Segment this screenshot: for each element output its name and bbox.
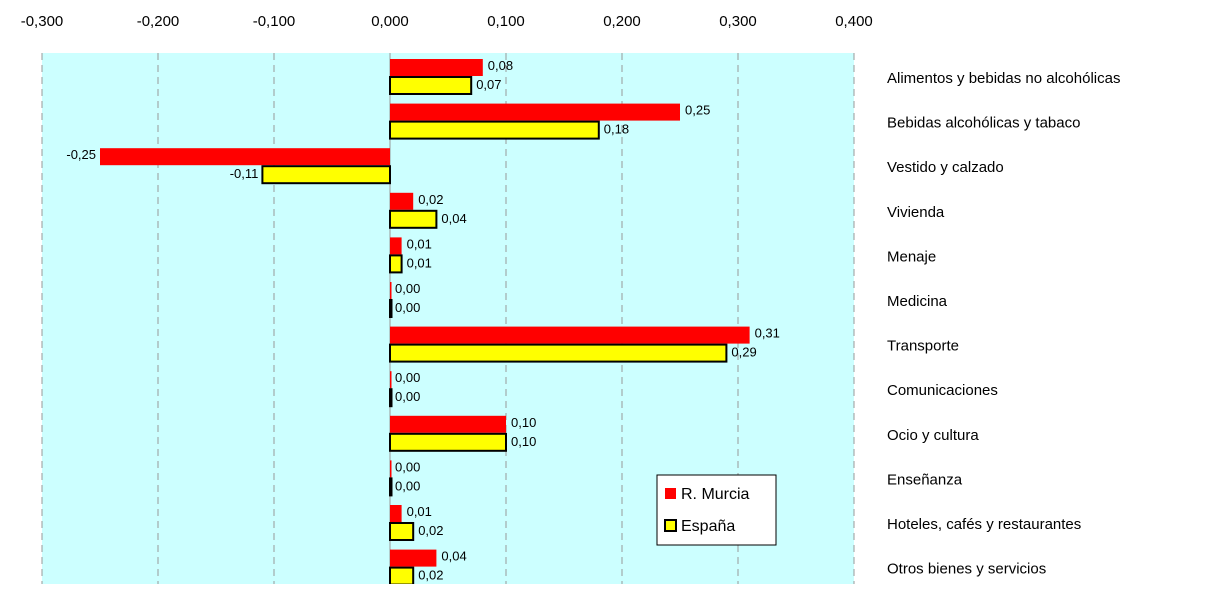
legend-label-espana: España [681,518,735,535]
bar-espana [389,299,393,318]
data-label: -0,25 [66,147,96,162]
data-label: 0,08 [488,58,513,73]
bar-r-murcia [390,237,402,255]
category-label: Enseñanza [887,471,963,488]
data-label: 0,00 [395,478,420,493]
data-label: 0,01 [407,236,432,251]
data-label: 0,02 [418,568,443,583]
data-label: 0,00 [395,281,420,296]
legend-box [656,474,777,546]
bar-espana [389,432,507,452]
bar-espana [389,343,728,363]
bar-r-murcia [390,460,392,478]
x-tick-label: -0,200 [137,13,180,30]
data-label: 0,00 [395,370,420,385]
bar-r-murcia [390,505,402,522]
category-label: Bebidas alcohólicas y tabaco [887,115,1080,132]
category-label: Hoteles, cafés y restaurantes [887,516,1081,533]
data-label: 0,00 [395,300,420,315]
bar-r-murcia [390,192,414,210]
bar-espana [261,165,391,185]
data-label: 0,07 [476,77,501,92]
category-label: Vivienda [887,204,945,221]
data-label: 0,25 [685,103,710,118]
category-label: Transporte [887,338,959,355]
category-label: Vestido y calzado [887,159,1004,176]
bar-espana [389,120,600,140]
x-tick-label: 0,100 [487,13,525,30]
x-tick-label: -0,300 [21,13,64,30]
x-tick-label: -0,100 [253,13,296,30]
data-label: 0,01 [407,504,432,519]
bar-espana [389,76,473,95]
data-label: -0,11 [230,166,259,181]
data-label: 0,01 [407,255,432,270]
category-label: Medicina [887,293,948,310]
bar-espana [389,566,415,586]
legend-label-r-murcia: R. Murcia [681,486,750,503]
bar-espana [389,254,403,274]
category-label: Alimentos y bebidas no alcohólicas [887,70,1120,87]
legend-swatch-espana [664,519,677,532]
bar-espana [389,477,393,497]
bar-r-murcia [390,59,483,76]
category-label: Menaje [887,248,936,265]
data-label: 0,02 [418,523,443,538]
bar-r-murcia [100,148,390,166]
data-label: 0,31 [755,326,780,341]
x-tick-label: 0,000 [371,13,409,30]
bar-r-murcia [390,326,750,344]
x-tick-label: 0,200 [603,13,641,30]
data-label: 0,02 [418,192,443,207]
data-label: 0,10 [511,415,536,430]
bar-espana [389,209,438,229]
category-label: Ocio y cultura [887,427,979,444]
bar-r-murcia [390,415,506,433]
data-label: 0,00 [395,389,420,404]
x-tick-label: 0,400 [835,13,873,30]
data-label: 0,00 [395,459,420,474]
category-label: Otros bienes y servicios [887,561,1046,578]
category-label: Comunicaciones [887,382,998,399]
data-label: 0,18 [604,122,629,137]
data-label: 0,04 [441,549,466,564]
bar-r-murcia [390,103,680,121]
data-label: 0,29 [731,345,756,360]
bar-r-murcia [390,282,392,299]
legend-swatch-r-murcia [665,488,676,499]
bar-r-murcia [390,549,437,567]
x-tick-label: 0,300 [719,13,757,30]
data-label: 0,10 [511,434,536,449]
bar-espana [389,522,415,541]
bar-espana [389,388,393,408]
bar-r-murcia [390,371,392,389]
data-label: 0,04 [441,211,466,226]
